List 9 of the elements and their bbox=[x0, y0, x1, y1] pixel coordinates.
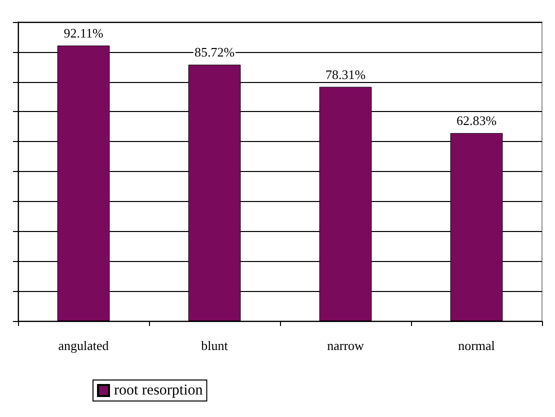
data-label: 85.72% bbox=[194, 44, 235, 60]
data-label: 92.11% bbox=[64, 26, 104, 41]
legend-label: root resorption bbox=[114, 382, 204, 398]
x-tick-label: narrow bbox=[327, 338, 365, 353]
data-label: 62.83% bbox=[456, 113, 497, 128]
data-label: 78.31% bbox=[325, 66, 366, 82]
x-tick-label: angulated bbox=[58, 338, 110, 353]
x-tick-label: blunt bbox=[201, 338, 228, 353]
x-tick-label: normal bbox=[458, 338, 496, 353]
